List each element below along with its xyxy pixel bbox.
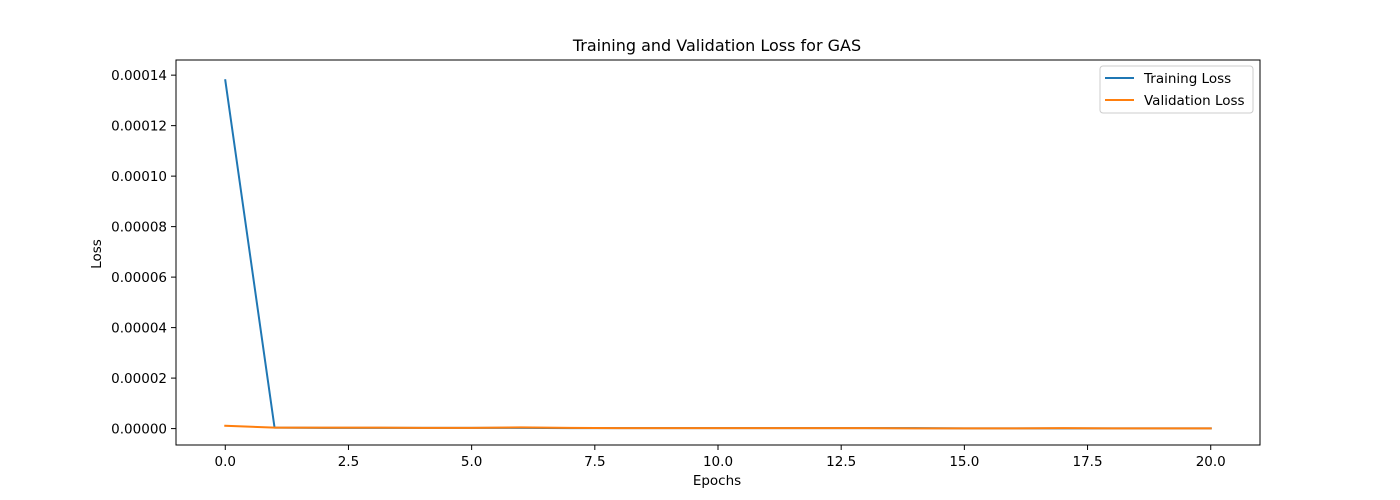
legend-box	[1099, 65, 1254, 114]
x-tick-label: 2.5	[338, 454, 359, 470]
plot-area	[175, 59, 1261, 446]
x-axis-label: Epochs	[693, 473, 741, 489]
y-tick-label: 0.00006	[111, 270, 167, 286]
series-line-validation-loss	[224, 424, 1212, 430]
x-tick-label: 5.0	[461, 454, 482, 470]
y-axis-label: Loss	[89, 239, 105, 269]
y-tick-label: 0.00004	[111, 321, 167, 337]
legend: Training Loss Validation Loss	[1099, 65, 1254, 114]
x-tick-label: 10.0	[703, 454, 733, 470]
x-axis: 0.0 2.5 5.0 7.5 10.0 12.5 15.0 17.5 20.0	[215, 445, 1226, 470]
x-tick-label: 20.0	[1196, 454, 1226, 470]
x-tick-label: 12.5	[826, 454, 856, 470]
series-line-training-loss	[224, 79, 1212, 430]
y-axis: 0.00000 0.00002 0.00004 0.00006 0.00008 0.000…	[111, 68, 176, 438]
x-tick-label: 15.0	[949, 454, 979, 470]
legend-label-training-loss: Training Loss	[1143, 71, 1231, 87]
x-tick-label: 0.0	[215, 454, 236, 470]
x-tick-label: 17.5	[1073, 454, 1103, 470]
x-tick-label: 7.5	[584, 454, 605, 470]
legend-label-validation-loss: Validation Loss	[1144, 93, 1245, 109]
y-tick-label: 0.00014	[111, 68, 167, 84]
y-tick-label: 0.00000	[111, 422, 167, 438]
y-tick-label: 0.00002	[111, 371, 167, 387]
chart-title: Training and Validation Loss for GAS	[572, 36, 861, 55]
y-tick-label: 0.00012	[111, 119, 167, 135]
y-tick-label: 0.00010	[111, 169, 167, 185]
y-tick-label: 0.00008	[111, 220, 167, 236]
plot-frame	[175, 59, 1261, 446]
